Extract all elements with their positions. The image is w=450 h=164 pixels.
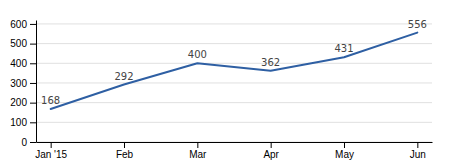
data-label: 362 — [261, 57, 280, 68]
x-tick-mark — [417, 142, 418, 148]
data-labels: 168 292 400 362 431 556 — [41, 19, 427, 106]
y-tick: 0 — [21, 137, 36, 148]
x-tick: Jan '15 — [35, 142, 67, 160]
y-tick: 100 — [10, 117, 36, 128]
y-tick: 500 — [10, 38, 36, 49]
x-tick: Feb — [116, 142, 134, 160]
y-tick-label: 200 — [10, 97, 27, 108]
y-tick-mark — [30, 83, 36, 84]
x-tick-label: Apr — [263, 149, 279, 160]
grid-line — [36, 102, 432, 103]
y-tick-label: 300 — [10, 78, 27, 89]
plot: 0 100 200 300 400 500 600 Jan '15 Feb Mar Apr May Ju… — [10, 19, 432, 161]
data-label: 431 — [334, 43, 353, 54]
grid-line — [36, 23, 432, 24]
data-label: 292 — [114, 71, 133, 82]
grid-line — [36, 43, 432, 44]
x-tick-label: Feb — [116, 149, 134, 160]
y-tick-label: 100 — [10, 117, 27, 128]
y-tick-label: 600 — [10, 19, 27, 30]
x-tick: Apr — [263, 142, 279, 160]
x-tick-mark — [271, 142, 272, 148]
y-tick-mark — [30, 24, 36, 25]
x-tick-mark — [197, 142, 198, 148]
y-tick: 200 — [10, 97, 36, 108]
x-tick-label: Jan '15 — [35, 149, 67, 160]
data-label: 556 — [408, 19, 427, 30]
x-tick-label: Mar — [189, 149, 207, 160]
y-tick-label: 0 — [21, 137, 27, 148]
marks — [51, 33, 418, 109]
grid-line — [36, 82, 432, 83]
y-tick-label: 500 — [10, 38, 27, 49]
y-tick: 400 — [10, 58, 36, 69]
grid-line — [36, 122, 432, 123]
y-axis-line — [36, 21, 37, 143]
grid-line — [36, 142, 432, 143]
data-label: 168 — [41, 95, 60, 106]
x-tick-label: May — [335, 149, 354, 160]
x-tick-label: Jun — [410, 149, 426, 160]
line — [51, 33, 418, 109]
y-tick-mark — [30, 44, 36, 45]
x-tick: May — [335, 142, 354, 160]
x-axis-line — [37, 142, 433, 143]
y-tick-label: 400 — [10, 58, 27, 69]
grid-line — [36, 63, 432, 64]
y-axis: 0 100 200 300 400 500 600 — [10, 19, 36, 148]
y-tick: 600 — [10, 19, 36, 30]
y-tick-mark — [30, 63, 36, 64]
y-tick-mark — [30, 142, 36, 143]
y-tick: 300 — [10, 78, 36, 89]
x-tick-mark — [344, 142, 345, 148]
x-tick: Jun — [410, 142, 426, 160]
x-tick-mark — [124, 142, 125, 148]
chart: 0 100 200 300 400 500 600 Jan '15 Feb Mar Apr May Ju… — [0, 0, 450, 164]
x-tick-mark — [51, 142, 52, 148]
grid — [36, 24, 432, 142]
x-tick: Mar — [189, 142, 207, 160]
y-tick-mark — [30, 122, 36, 123]
data-label: 400 — [188, 49, 207, 60]
y-tick-mark — [30, 103, 36, 104]
x-axis: Jan '15 Feb Mar Apr May Jun — [35, 142, 432, 160]
